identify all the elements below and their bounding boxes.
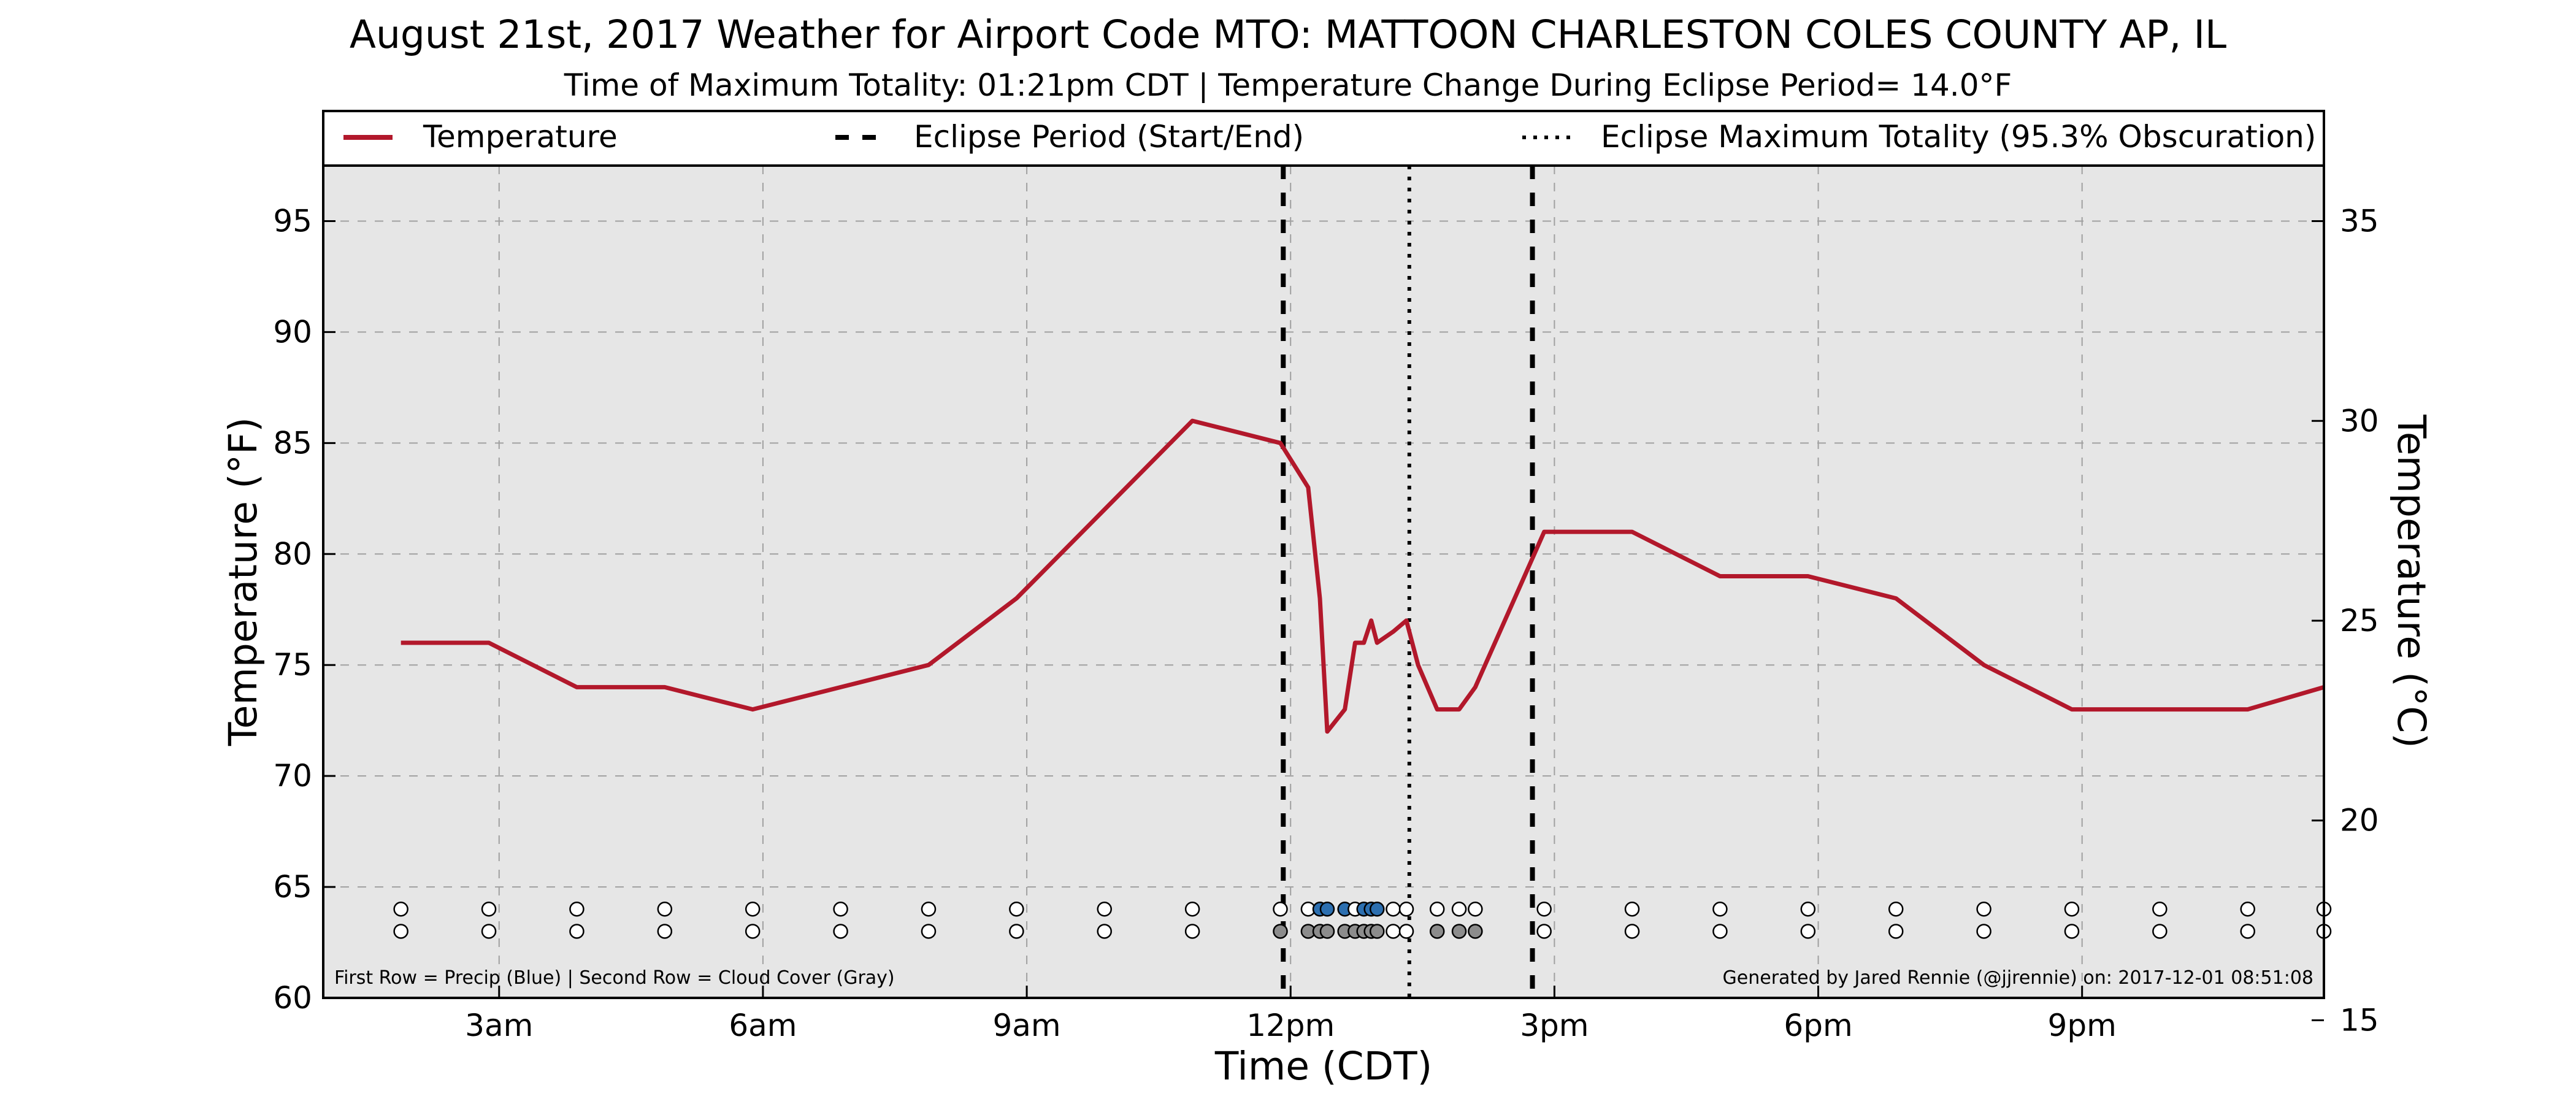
precip-marker [2064,902,2080,917]
y-right-tick-label: 15 [2340,1002,2379,1038]
y-axis-ticks: 60 65 70 75 80 85 90 95 [273,203,335,1016]
observation-markers [393,902,2332,939]
cloud-marker [481,924,497,939]
precip-marker [1009,902,1024,917]
cloud-marker [1319,924,1335,939]
chart-subtitle: Time of Maximum Totality: 01:21pm CDT | … [564,67,2012,103]
precip-marker [569,902,585,917]
precip-marker [2240,902,2255,917]
x-tick-label: 3pm [1520,1008,1589,1043]
x-tick-label: 3am [465,1008,533,1043]
y-axis-right-ticks: 15 20 25 30 35 [2312,204,2379,1038]
precip-marker [1097,902,1112,917]
precip-marker [1468,902,1483,917]
y-tick-label: 70 [273,758,312,794]
cloud-marker [657,924,673,939]
footnote-left: First Row = Precip (Blue) | Second Row =… [334,967,895,989]
cloud-marker [1398,924,1414,939]
y-tick-label: 75 [273,647,312,683]
y-tick-label: 85 [273,425,312,461]
precip-marker [1429,902,1445,917]
y-tick-label: 80 [273,536,312,572]
precip-marker [921,902,937,917]
precip-marker [1451,902,1467,917]
cloud-marker [1468,924,1483,939]
precip-marker [1319,902,1335,917]
y-right-tick-label: 20 [2340,803,2379,838]
cloud-marker [1184,924,1200,939]
cloud-marker [2240,924,2255,939]
y-tick-label: 65 [273,869,312,905]
precip-marker [833,902,848,917]
cloud-marker [2152,924,2168,939]
x-tick-label: 12pm [1246,1008,1335,1043]
cloud-marker [1009,924,1024,939]
chart-title: August 21st, 2017 Weather for Airport Co… [350,12,2226,57]
x-tick-label: 6pm [1784,1008,1852,1043]
legend: Temperature Eclipse Period (Start/End) E… [322,110,2325,167]
cloud-marker [1386,924,1401,939]
precip-marker [1184,902,1200,917]
precip-marker [1800,902,1816,917]
precip-marker [1369,902,1385,917]
precip-marker [481,902,497,917]
plot-background [323,166,2324,998]
cloud-marker [1624,924,1640,939]
y-right-tick-label: 30 [2340,403,2379,439]
precip-marker [745,902,761,917]
cloud-marker [921,924,937,939]
y-tick-label: 95 [273,203,312,239]
y-axis-label: Temperature (°F) [221,417,266,746]
cloud-marker [1976,924,1991,939]
y-tick-label: 90 [273,314,312,350]
cloud-marker [2064,924,2080,939]
temperature-line [401,418,2325,734]
cloud-marker [1369,924,1385,939]
legend-eclipse-max-label: Eclipse Maximum Totality (95.3% Obscurat… [1601,119,2316,155]
grid-lines [323,166,2324,998]
cloud-marker [745,924,761,939]
precip-marker [1976,902,1991,917]
footnote-right: Generated by Jared Rennie (@jjrennie) on… [1723,967,2313,989]
y-right-tick-label: 35 [2340,204,2379,239]
precip-marker [1712,902,1728,917]
precip-marker [657,902,673,917]
cloud-marker [1712,924,1728,939]
x-tick-label: 9pm [2048,1008,2117,1043]
cloud-marker [1800,924,1816,939]
cloud-marker [393,924,408,939]
cloud-marker [1888,924,1904,939]
cloud-marker [1097,924,1112,939]
y-right-tick-label: 25 [2340,603,2379,638]
precip-marker [1273,902,1288,917]
precip-marker [1398,902,1414,917]
x-axis-label: Time (CDT) [1214,1044,1432,1089]
precip-marker [393,902,408,917]
precip-marker [2152,902,2168,917]
cloud-marker [1429,924,1445,939]
cloud-marker [569,924,585,939]
legend-eclipse-period-label: Eclipse Period (Start/End) [914,119,1304,155]
temperature-series [401,418,2325,734]
y-axis-right-label: Temperature (°C) [2389,414,2434,748]
y-tick-label: 60 [273,980,312,1016]
x-tick-label: 6am [729,1008,797,1043]
cloud-marker [1273,924,1288,939]
cloud-marker [1451,924,1467,939]
precip-marker [1386,902,1401,917]
legend-temperature-label: Temperature [423,119,618,155]
precip-marker [1888,902,1904,917]
cloud-marker [1536,924,1552,939]
eclipse-markers [1281,166,1535,998]
cloud-marker [833,924,848,939]
legend-box [322,110,2325,167]
precip-marker [1536,902,1552,917]
precip-marker [1624,902,1640,917]
x-axis-ticks: 3am 6am 9am 12pm 3pm 6pm 9pm [465,986,2117,1043]
x-tick-label: 9am [992,1008,1060,1043]
